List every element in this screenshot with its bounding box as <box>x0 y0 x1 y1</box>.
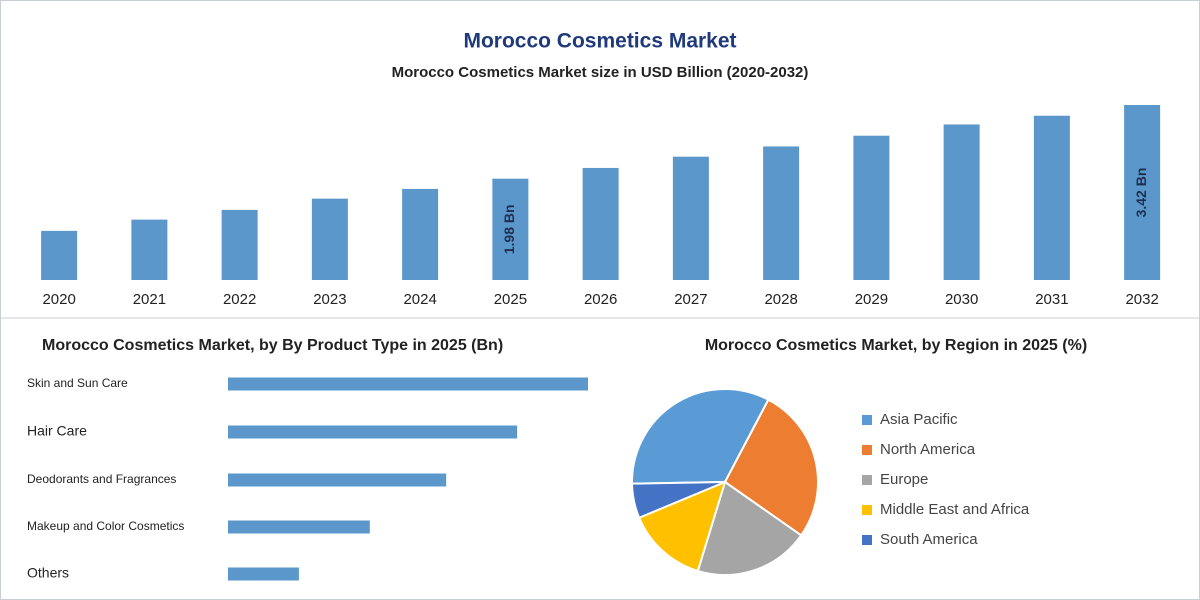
legend-label: Europe <box>880 471 928 488</box>
legend-label: Middle East and Africa <box>880 501 1030 518</box>
category-label: Skin and Sun Care <box>27 376 128 390</box>
legend-swatch <box>862 415 872 425</box>
bar <box>221 209 258 280</box>
bar <box>1033 115 1070 281</box>
bar <box>228 473 447 487</box>
x-tick-label: 2022 <box>223 291 256 308</box>
category-label: Makeup and Color Cosmetics <box>27 519 184 533</box>
legend-swatch <box>862 535 872 545</box>
chart-title: Morocco Cosmetics Market, by Region in 2… <box>705 337 1087 354</box>
chart-title: Morocco Cosmetics Market, by By Product … <box>42 337 503 354</box>
pie-slice <box>637 480 727 573</box>
bar <box>228 567 299 581</box>
bar <box>402 188 439 280</box>
legend-label: Asia Pacific <box>880 411 958 428</box>
bar <box>41 230 78 280</box>
bar <box>763 146 800 280</box>
x-tick-label: 2028 <box>764 291 797 308</box>
x-tick-label: 2027 <box>674 291 707 308</box>
legend-label: South America <box>880 531 978 548</box>
pie-slice <box>723 398 819 537</box>
category-label: Others <box>27 565 69 581</box>
pie-slice <box>696 480 803 576</box>
bar <box>582 167 619 280</box>
pie-slice <box>630 481 726 520</box>
bar <box>853 135 890 280</box>
x-tick-label: 2023 <box>313 291 346 308</box>
main-title: Morocco Cosmetics Market <box>463 30 736 53</box>
bar <box>672 156 709 280</box>
x-tick-label: 2024 <box>403 291 436 308</box>
category-label: Deodorants and Fragrances <box>27 472 176 486</box>
legend-swatch <box>862 475 872 485</box>
category-label: Hair Care <box>27 423 87 439</box>
value-label: 3.42 Bn <box>1133 168 1149 218</box>
x-tick-label: 2031 <box>1035 291 1068 308</box>
legend-swatch <box>862 445 872 455</box>
value-label: 1.98 Bn <box>501 204 517 254</box>
x-tick-label: 2032 <box>1125 291 1158 308</box>
x-tick-label: 2026 <box>584 291 617 308</box>
x-tick-label: 2025 <box>494 291 527 308</box>
bar <box>492 178 529 280</box>
x-tick-label: 2021 <box>133 291 166 308</box>
bar <box>943 124 980 280</box>
bar <box>228 520 370 534</box>
bar <box>1124 105 1161 280</box>
bar <box>311 198 348 280</box>
bar <box>228 425 518 439</box>
legend-label: North America <box>880 441 976 458</box>
pie-slice <box>631 388 770 485</box>
x-tick-label: 2029 <box>855 291 888 308</box>
x-tick-label: 2020 <box>42 291 75 308</box>
x-tick-label: 2030 <box>945 291 978 308</box>
subtitle: Morocco Cosmetics Market size in USD Bil… <box>392 64 809 81</box>
bar <box>131 219 168 280</box>
legend-swatch <box>862 505 872 515</box>
bar <box>228 377 588 391</box>
